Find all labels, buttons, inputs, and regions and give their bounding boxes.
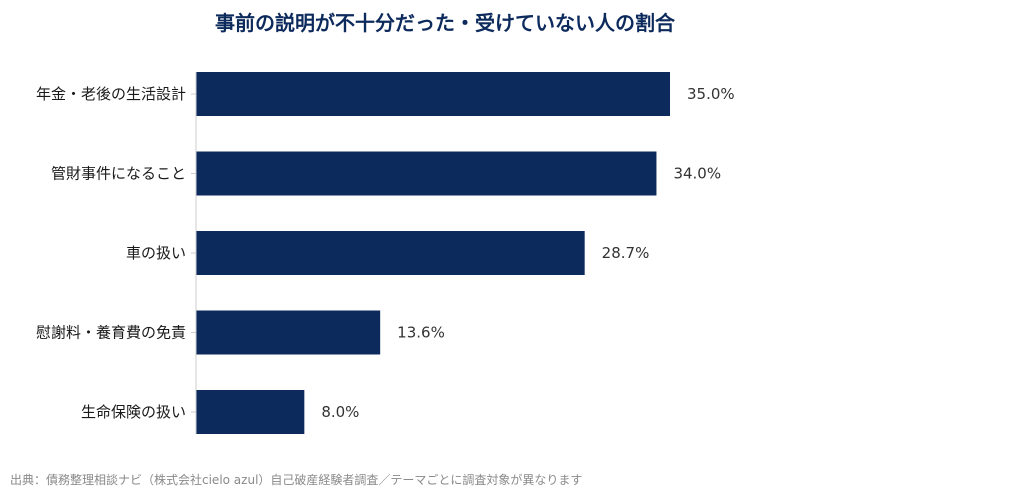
category-label-2: 車の扱い [126,244,186,262]
bar-3 [196,310,381,355]
bar-2 [196,231,585,275]
bar-0 [196,72,670,116]
bars-layer: 年金・老後の生活設計 35.0% 管財事件になること 34.0% 車の扱い 28.7% 慰謝… [36,72,735,434]
value-label-0: 35.0% [687,85,735,103]
category-label-3: 慰謝料・養育費の免責 [36,324,186,342]
bar-1 [196,151,657,196]
source-note: 出典：債務整理相談ナビ（株式会社cielo azul）自己破産経験者調査／テーマ… [10,472,582,487]
category-ticks [191,93,196,413]
value-label-2: 28.7% [602,244,650,262]
category-label-0: 年金・老後の生活設計 [36,85,186,103]
chart-title: 事前の説明が不十分だった・受けていない人の割合 [215,11,676,35]
value-label-1: 34.0% [673,165,721,183]
bar-4 [196,390,305,434]
value-label-4: 8.0% [321,403,359,421]
category-label-4: 生命保険の扱い [81,403,186,421]
category-label-1: 管財事件になること [51,165,186,183]
value-label-3: 13.6% [397,324,445,342]
